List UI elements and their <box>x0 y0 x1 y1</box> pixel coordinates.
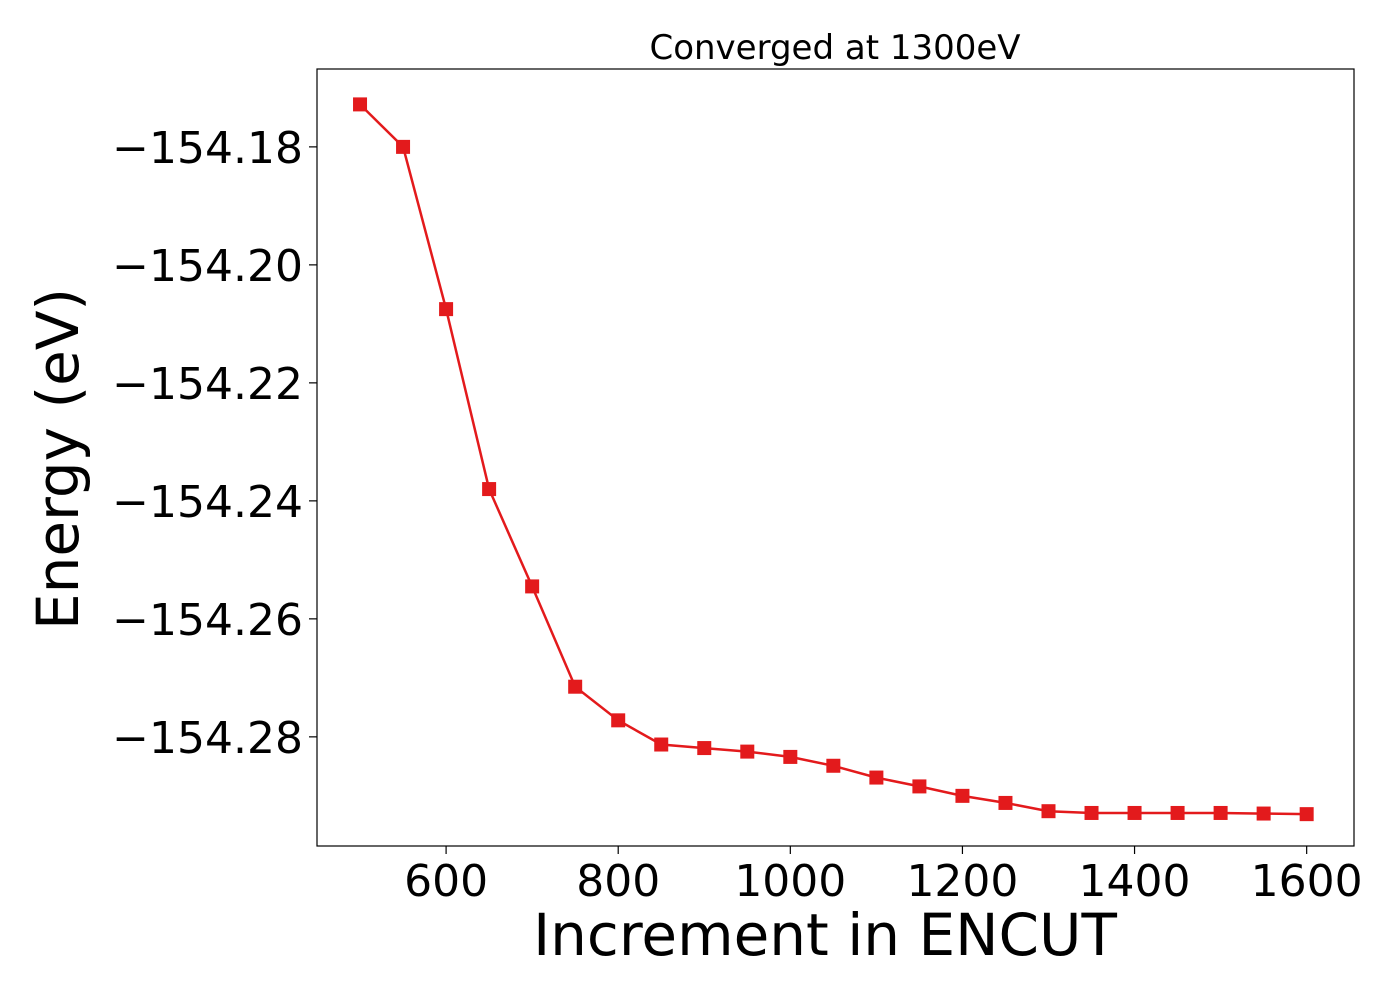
chart-title: Converged at 1300eV <box>649 28 1020 68</box>
data-point-marker <box>353 97 368 112</box>
x-tick-label: 1200 <box>906 856 1018 907</box>
y-tick-label: −154.24 <box>112 477 303 528</box>
x-tick-label: 600 <box>404 856 488 907</box>
x-tick-label: 1000 <box>734 856 846 907</box>
data-point-marker <box>955 788 970 803</box>
data-point-marker <box>439 302 454 317</box>
data-point-marker <box>1299 807 1314 822</box>
data-point-marker <box>611 713 626 728</box>
y-axis-label: Energy (eV) <box>24 288 92 630</box>
data-point-marker <box>654 737 669 752</box>
data-point-marker <box>783 749 798 764</box>
data-point-marker <box>525 579 540 594</box>
x-tick-label: 1400 <box>1079 856 1191 907</box>
data-point-marker <box>697 741 712 756</box>
data-point-marker <box>869 770 884 785</box>
data-point-marker <box>740 744 755 759</box>
data-point-marker <box>482 482 497 497</box>
data-point-marker <box>396 139 411 154</box>
y-axis-ticks: −154.18 −154.20 −154.22 −154.24 −154.26 −154.… <box>112 123 317 764</box>
series-layer <box>353 97 1314 822</box>
x-tick-label: 800 <box>576 856 660 907</box>
y-tick-label: −154.18 <box>112 123 303 174</box>
data-point-marker <box>1127 805 1142 820</box>
data-point-marker <box>998 795 1013 810</box>
y-tick-label: −154.26 <box>112 595 303 646</box>
data-point-marker <box>568 679 583 694</box>
data-point-marker <box>1084 805 1099 820</box>
data-point-marker <box>912 779 927 794</box>
plot-frame <box>316 68 1355 847</box>
data-point-marker <box>1256 806 1271 821</box>
y-tick-label: −154.22 <box>112 359 303 410</box>
x-axis-label: Increment in ENCUT <box>533 901 1117 969</box>
y-tick-label: −154.28 <box>112 713 303 764</box>
data-point-marker <box>1213 805 1228 820</box>
x-axis-ticks: 600 800 1000 1200 1400 1600 <box>404 846 1363 907</box>
data-point-marker <box>1041 804 1056 819</box>
data-point-marker <box>826 758 841 773</box>
series-line <box>359 103 1307 816</box>
data-point-marker <box>1170 805 1185 820</box>
x-tick-label: 1600 <box>1251 856 1363 907</box>
y-tick-label: −154.20 <box>112 241 303 292</box>
